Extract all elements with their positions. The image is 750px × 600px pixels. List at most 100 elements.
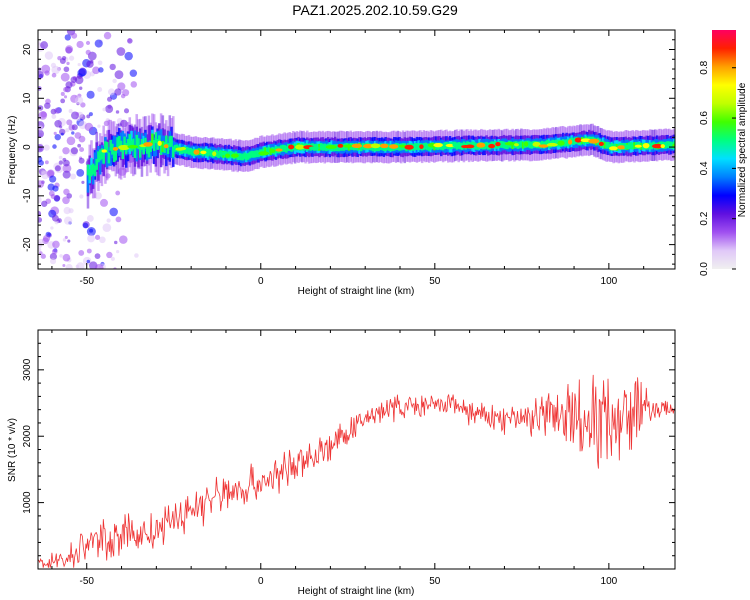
- spectrogram-ridge-cell: [664, 141, 668, 149]
- spectrogram-speckle: [52, 240, 60, 249]
- spectrogram-ridge-cell: [500, 141, 504, 148]
- spectrogram-peak: [101, 149, 107, 153]
- spectrogram-speckle: [44, 70, 50, 76]
- spectrogram-speckle: [106, 218, 111, 223]
- spectrogram-ridge-cell: [135, 134, 139, 146]
- spectrogram-ridge-cell: [154, 132, 158, 144]
- spectrogram-ridge-cell: [159, 129, 163, 148]
- spectrogram-speckle: [106, 251, 113, 259]
- spectrogram-peak: [495, 141, 501, 147]
- y-tick-label: -20: [22, 237, 33, 252]
- spectrogram-speckle: [79, 194, 84, 199]
- spectrogram-ridge-cell: [650, 142, 654, 150]
- colorbar-tick-label: 0.0: [699, 262, 710, 276]
- spectrogram-speckle: [123, 108, 130, 114]
- spectrogram-x-axis-label: Height of straight line (km): [298, 286, 415, 297]
- spectrogram-ridge-cell: [286, 144, 290, 151]
- spectrogram-ridge-cell: [239, 153, 243, 161]
- spectrogram-speckle: [43, 144, 50, 151]
- spectrogram-ridge-cell: [554, 139, 558, 147]
- spectrogram-speckle: [85, 40, 91, 46]
- spectrogram-speckle: [70, 173, 77, 180]
- spectrogram-speckle: [102, 107, 107, 112]
- spectrogram-ridge-cell: [473, 142, 476, 149]
- spectrogram-speckle: [62, 163, 72, 173]
- spectrogram-speckle: [71, 32, 78, 39]
- spectrogram-speckle: [54, 133, 61, 141]
- spectrogram-peak: [546, 142, 558, 147]
- spectrogram-peak: [634, 144, 642, 148]
- spectrogram-peak: [504, 141, 517, 146]
- spectrogram-ridge-cell: [565, 139, 568, 147]
- spectrogram-speckle: [63, 188, 70, 196]
- spectrogram-ridge-cell: [426, 143, 429, 151]
- spectrogram-ridge-cell: [184, 146, 187, 154]
- spectrogram-ridge-cell: [415, 143, 419, 150]
- spectrogram-ridge-cell: [441, 143, 445, 151]
- spectrogram-ridge-cell: [112, 151, 116, 163]
- spectrogram-ridge-cell: [633, 142, 636, 149]
- colorbar-tick-label: 0.4: [699, 161, 710, 175]
- spectrogram-speckle: [62, 238, 67, 242]
- spectrogram-ridge-cell: [504, 142, 507, 149]
- spectrogram-speckle: [86, 215, 94, 222]
- spectrogram-ridge-cell: [161, 140, 165, 152]
- spectrogram-ridge-cell: [93, 152, 97, 172]
- spectrogram-ridge-cell: [267, 146, 271, 154]
- spectrogram-speckle: [63, 216, 73, 225]
- spectrogram-speckle: [44, 160, 49, 165]
- spectrogram-peak: [231, 153, 239, 158]
- spectrogram-ridge-cell: [462, 141, 466, 149]
- x-tick-label: 0: [258, 276, 264, 287]
- spectrogram-ridge-cell: [168, 136, 172, 148]
- spectrogram-peak: [275, 148, 283, 152]
- spectrogram-ridge-cell: [668, 141, 671, 149]
- spectrogram-image: [38, 30, 675, 269]
- spectrogram-speckle: [38, 129, 44, 138]
- spectrogram-speckle: [60, 91, 65, 96]
- spectrogram-ridge-cell: [112, 135, 116, 155]
- spectrogram-speckle: [38, 144, 44, 153]
- spectrogram-ridge-cell: [100, 148, 104, 160]
- spectrogram-ridge-cell: [111, 143, 114, 155]
- spectrogram-ridge-cell: [133, 130, 137, 150]
- spectrogram-speckle: [94, 192, 102, 200]
- spectrogram-speckle: [86, 114, 91, 119]
- spectrogram-speckle: [77, 63, 81, 67]
- spectrogram-peak: [112, 146, 119, 151]
- spectrogram-ridge-cell: [114, 136, 118, 156]
- spectrogram-peak: [557, 140, 565, 146]
- spectrogram-ridge-cell: [142, 143, 145, 155]
- spectrogram-ridge-cell: [170, 139, 173, 159]
- spectrogram-ridge-cell: [130, 130, 133, 150]
- spectrogram-ridge-cell: [102, 152, 105, 164]
- spectrogram-ridge-cell: [90, 163, 93, 194]
- spectrogram-ridge-cell: [669, 141, 673, 149]
- colorbar-bar: [712, 30, 736, 269]
- spectrogram-ridge-cell: [255, 150, 259, 158]
- spectrogram-ridge-cell: [180, 147, 184, 155]
- spectrogram-speckle: [71, 124, 78, 131]
- spectrogram-peak: [225, 153, 231, 158]
- spectrogram-speckle: [67, 239, 71, 243]
- spectrogram-ridge-cell: [572, 138, 575, 146]
- spectrogram-speckle: [134, 253, 139, 258]
- spectrogram-x-ticks: -50 0 50 100: [51, 30, 645, 287]
- spectrogram-ridge-cell: [149, 140, 152, 152]
- spectrogram-ridge-cell: [607, 141, 610, 149]
- spectrogram-peak: [617, 145, 626, 150]
- colorbar-tick-label: 0.2: [699, 211, 710, 225]
- spectrogram-speckle: [130, 81, 138, 88]
- spectrogram-ridge-cell: [281, 144, 285, 152]
- spectrogram-ridge-cell: [187, 147, 191, 155]
- spectrogram-speckle: [77, 143, 82, 148]
- spectrogram-peak: [351, 143, 363, 148]
- spectrogram-ridge-cell: [126, 138, 130, 150]
- spectrogram-speckle: [122, 89, 130, 97]
- spectrogram-speckle: [97, 60, 103, 66]
- spectrogram-ridge-cell: [133, 147, 137, 158]
- spectrogram-ridge-cell: [359, 144, 363, 152]
- spectrogram-speckle: [51, 214, 59, 222]
- spectrogram-speckle: [38, 217, 43, 223]
- spectrogram-speckle: [74, 96, 84, 105]
